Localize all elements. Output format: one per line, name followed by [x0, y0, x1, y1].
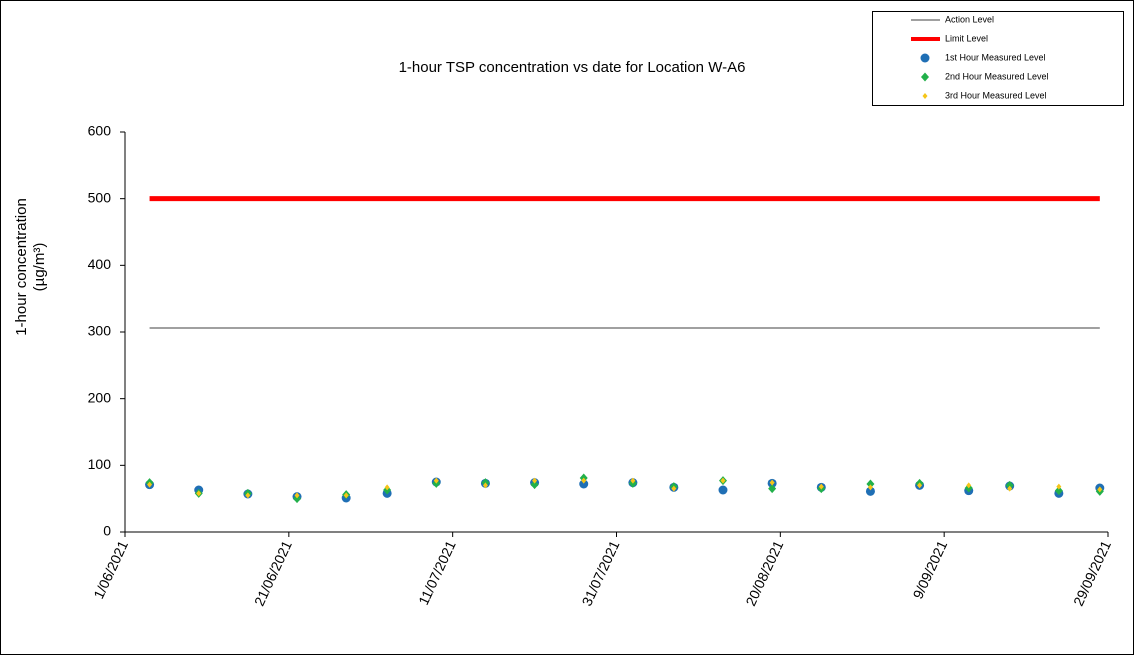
point	[867, 484, 873, 491]
legend-label: Action Level	[945, 14, 994, 24]
point	[579, 479, 589, 489]
point	[1097, 486, 1103, 493]
y-tick-label: 0	[103, 523, 111, 539]
point	[720, 477, 726, 484]
point	[1056, 483, 1062, 490]
point	[1007, 485, 1013, 492]
point	[581, 477, 587, 484]
legend-swatch	[921, 72, 929, 82]
legend-label: 3rd Hour Measured Level	[945, 90, 1047, 100]
y-label-line: (µg/m³)	[31, 243, 48, 292]
point	[671, 485, 677, 492]
legend-swatch	[922, 93, 928, 99]
point	[769, 479, 775, 486]
point	[482, 482, 488, 489]
point	[532, 477, 538, 484]
y-axis-label: 1-hour concentration (µg/m³)	[13, 198, 48, 336]
point	[630, 477, 636, 484]
y-tick-label: 600	[88, 123, 112, 139]
point	[196, 490, 202, 497]
legend-label: Limit Level	[945, 33, 988, 43]
y-label-line: 1-hour concentration	[13, 198, 30, 336]
legend-label: 1st Hour Measured Level	[945, 52, 1046, 62]
point	[294, 492, 300, 499]
point	[384, 484, 390, 491]
chart-title: 1-hour TSP concentration vs date for Loc…	[399, 59, 746, 76]
y-tick-label: 500	[88, 189, 112, 205]
point	[1005, 480, 1014, 490]
point	[245, 492, 251, 499]
point	[865, 486, 875, 496]
point	[530, 480, 539, 490]
y-tick-label: 400	[88, 256, 112, 272]
point	[866, 479, 875, 489]
point	[343, 492, 349, 499]
y-tick-label: 200	[88, 389, 112, 405]
point	[293, 494, 302, 504]
point	[818, 483, 824, 490]
point	[433, 477, 439, 484]
point	[966, 482, 972, 489]
point	[768, 484, 777, 494]
legend-swatch	[920, 53, 930, 63]
legend-box	[872, 11, 1124, 106]
point	[917, 482, 923, 489]
point	[1054, 486, 1063, 496]
legend-label: 2nd Hour Measured Level	[945, 71, 1049, 81]
point	[718, 485, 728, 495]
point	[147, 481, 153, 488]
y-tick-label: 300	[88, 323, 112, 339]
y-tick-label: 100	[88, 456, 112, 472]
